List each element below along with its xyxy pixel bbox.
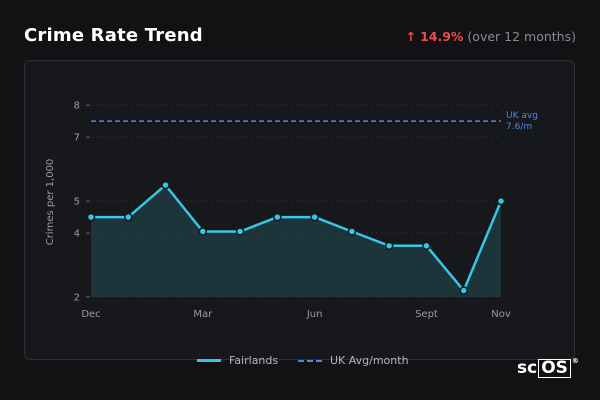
y-tick-label: 4 (74, 229, 80, 240)
y-tick-label: 5 (74, 197, 80, 208)
data-point-apr[interactable] (235, 227, 245, 236)
series-area-fill (91, 185, 501, 297)
legend-label-uk-avg: UK Avg/month (330, 354, 409, 367)
data-point-dec[interactable] (86, 212, 96, 222)
data-point-nov[interactable] (496, 196, 506, 206)
chart-panel (24, 60, 575, 360)
brand-prefix: sc (517, 358, 538, 378)
data-point-mar[interactable] (198, 227, 208, 236)
data-point-jan[interactable] (124, 212, 133, 222)
x-tick-label: Nov (491, 309, 511, 320)
uk-average-value: 7.6/m (506, 122, 532, 132)
series-line-fairlands (91, 183, 503, 292)
brand-logo: sc OS ® (517, 357, 579, 378)
legend-item-fairlands[interactable]: Fairlands (197, 354, 278, 367)
x-tick-label: Sept (415, 309, 438, 320)
legend: Fairlands UK Avg/month (0, 354, 600, 370)
legend-item-uk-avg[interactable]: UK Avg/month (298, 354, 409, 367)
y-tick-label: 2 (74, 293, 80, 304)
data-point-oct[interactable] (459, 286, 468, 295)
y-tick-label: 8 (74, 101, 80, 112)
data-points (86, 180, 506, 295)
data-point-sept[interactable] (422, 241, 431, 251)
brand-registered-mark: ® (571, 357, 579, 365)
data-point-may[interactable] (273, 212, 282, 222)
uk-average-label: UK avg (506, 111, 538, 121)
legend-label-fairlands: Fairlands (229, 354, 279, 367)
data-point-jun[interactable] (310, 212, 319, 222)
data-point-aug[interactable] (384, 241, 394, 251)
x-tick-label: Dec (81, 309, 100, 320)
x-tick-label: Mar (193, 309, 213, 320)
chart-title: Crime Rate Trend (24, 25, 203, 46)
data-point-feb[interactable] (161, 180, 170, 190)
trend-period: (over 12 months) (467, 29, 576, 44)
brand-boxed: OS (538, 358, 571, 378)
x-tick-label: Jun (306, 309, 323, 320)
trend-change: ↑ 14.9% (over 12 months) (406, 29, 576, 44)
trend-up-icon: ↑ (405, 29, 417, 44)
legend-swatch-solid (197, 359, 221, 362)
legend-swatch-dashed (298, 359, 322, 362)
x-axis: Dec Mar Jun Sept Nov (81, 309, 511, 320)
data-point-jul[interactable] (347, 227, 357, 236)
y-tick-label: 7 (74, 133, 80, 144)
trend-percent: 14.9% (420, 29, 464, 44)
y-axis-label: Crimes per 1,000 (45, 159, 56, 246)
y-axis: 2 4 5 7 8 (74, 101, 80, 304)
